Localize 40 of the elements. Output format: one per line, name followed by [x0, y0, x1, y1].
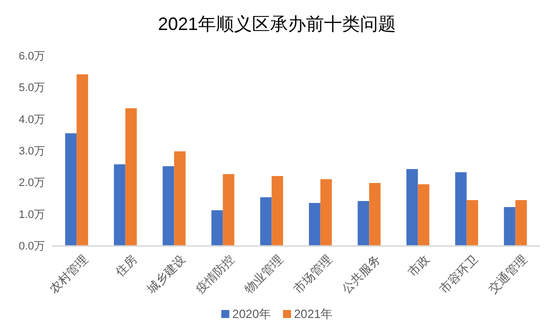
y-tick-label: 2.0万 — [18, 177, 45, 190]
x-tick-label: 市容环卫 — [436, 252, 481, 296]
x-tick-label: 公共服务 — [339, 252, 384, 296]
bar — [174, 151, 186, 246]
bar — [222, 174, 234, 246]
bar — [320, 179, 332, 246]
bar — [504, 207, 516, 246]
legend-label: 2020年 — [232, 307, 271, 321]
x-tick-label: 市政 — [405, 252, 432, 280]
x-tick-label: 物业管理 — [242, 252, 286, 296]
y-tick-label: 6.0万 — [18, 50, 45, 63]
bar — [260, 197, 272, 246]
bar — [455, 172, 467, 246]
y-tick-label: 0.0万 — [18, 240, 45, 253]
bar — [65, 133, 77, 246]
bar — [114, 164, 126, 246]
x-tick-label: 疫情防控 — [193, 252, 238, 296]
x-tick-label: 城乡建设 — [144, 252, 188, 297]
bar — [308, 202, 320, 246]
bar — [466, 200, 478, 246]
bar — [515, 200, 527, 246]
x-tick-label: 住房 — [112, 252, 140, 280]
x-tick-label: 市场管理 — [290, 252, 335, 296]
chart-title: 2021年顺义区承办前十类问题 — [158, 14, 396, 34]
bar — [211, 210, 223, 246]
bar — [76, 74, 88, 246]
y-tick-label: 5.0万 — [18, 82, 45, 94]
legend-label: 2021年 — [294, 307, 333, 321]
y-tick-label: 4.0万 — [18, 114, 45, 126]
bar — [125, 108, 137, 246]
bar — [272, 176, 284, 246]
x-tick-label: 交通管理 — [486, 252, 530, 296]
bar — [358, 201, 370, 246]
bar — [162, 166, 174, 246]
bar — [369, 182, 381, 246]
bar — [406, 169, 418, 246]
x-tick-label: 农村管理 — [46, 252, 91, 296]
y-tick-label: 3.0万 — [18, 146, 45, 158]
y-tick-label: 1.0万 — [18, 208, 45, 221]
bar — [418, 184, 430, 246]
